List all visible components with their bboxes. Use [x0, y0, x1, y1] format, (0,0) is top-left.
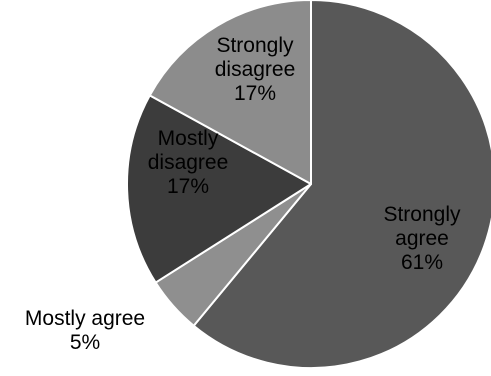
data-label-strongly-disagree: Strongly disagree 17% — [215, 34, 296, 105]
data-label-line: Mostly agree — [25, 307, 145, 330]
data-label-line: Strongly — [216, 34, 294, 57]
data-label-mostly-disagree: Mostly disagree 17% — [148, 127, 229, 198]
data-label-line: agree — [395, 227, 449, 250]
data-label-line: 17% — [234, 82, 276, 105]
labels-layer: Strongly agree 61%Mostly agree 5%Mostly disa… — [25, 34, 461, 354]
data-label-line: 17% — [167, 175, 209, 198]
data-label-line: disagree — [148, 151, 229, 174]
data-label-strongly-agree: Strongly agree 61% — [383, 203, 461, 274]
slices-layer — [126, 0, 491, 369]
pie-slice-strongly-disagree — [148, 0, 312, 185]
data-label-line: 5% — [70, 331, 100, 354]
data-label-mostly-agree: Mostly agree 5% — [25, 307, 145, 354]
data-label-line: 61% — [401, 251, 443, 274]
data-label-line: disagree — [215, 58, 296, 81]
data-label-line: Strongly — [383, 203, 461, 226]
data-label-line: Mostly — [158, 127, 219, 150]
pie-slice-mostly-disagree — [126, 94, 312, 284]
pie-slice-strongly-agree — [192, 0, 491, 369]
